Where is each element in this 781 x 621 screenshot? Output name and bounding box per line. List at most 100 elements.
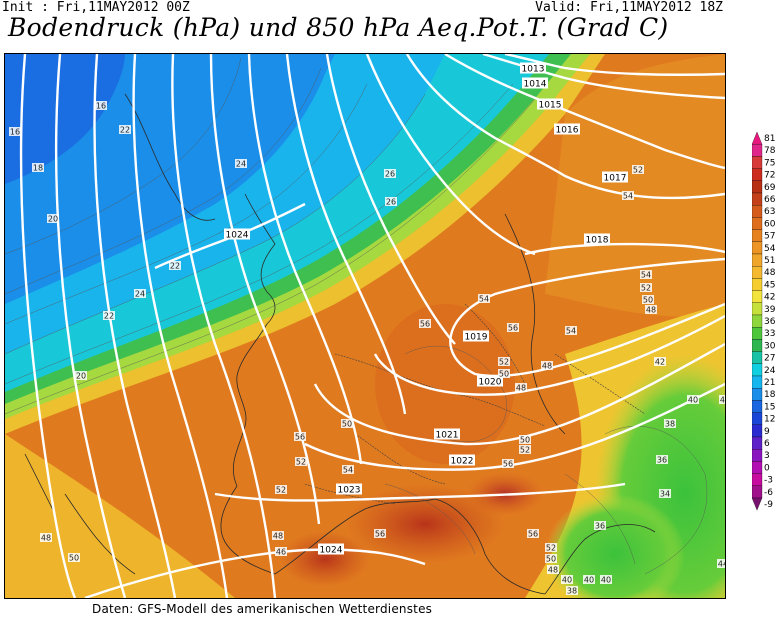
theta-value: 38: [567, 587, 577, 596]
legend-value: -3: [764, 476, 773, 486]
theta-label: 48: [541, 361, 553, 371]
field-green-southeast: [545, 494, 685, 598]
isobar-label: 1018: [584, 233, 610, 246]
theta-label: 16: [95, 101, 107, 111]
theta-value: 18: [33, 164, 43, 173]
legend-value: 72: [764, 171, 775, 181]
theta-label: 52: [545, 543, 557, 553]
isobar-value: 1018: [586, 236, 609, 246]
legend-value: 21: [764, 378, 775, 388]
theta-label: 50: [341, 419, 353, 429]
theta-value: 40: [562, 576, 572, 585]
theta-value: 52: [546, 544, 556, 553]
theta-label: 38: [566, 586, 578, 596]
isobar-value: 1024: [320, 546, 343, 556]
theta-value: 50: [546, 555, 556, 564]
theta-label: 22: [169, 261, 181, 271]
theta-label: 18: [32, 163, 44, 173]
theta-label: 22: [119, 125, 131, 135]
theta-value: 44: [720, 396, 725, 405]
legend-swatch: [752, 229, 763, 242]
theta-label: 54: [342, 465, 354, 475]
legend-value: 48: [764, 268, 776, 278]
theta-value: 52: [296, 458, 306, 467]
theta-label: 26: [385, 197, 397, 207]
theta-value: 26: [385, 170, 395, 179]
theta-label: 52: [640, 283, 652, 293]
legend-swatch: [752, 131, 763, 145]
legend-swatch: [752, 473, 763, 486]
legend-value: 0: [764, 463, 770, 473]
theta-label: 50: [68, 553, 80, 563]
theta-value: 50: [499, 370, 509, 379]
theta-label: 34: [659, 489, 671, 499]
theta-label: 50: [642, 295, 654, 305]
theta-label: 48: [272, 531, 284, 541]
isobar-label: 1017: [602, 171, 628, 184]
legend-swatch: [752, 168, 763, 181]
isobar-label: 1024: [318, 543, 344, 556]
isobar-label: 1015: [537, 98, 563, 111]
legend-value: 42: [764, 293, 775, 303]
theta-label: 44: [719, 395, 725, 405]
legend-swatch: [752, 253, 763, 267]
legend-value: 54: [764, 244, 776, 254]
legend-value: 69: [764, 183, 776, 193]
legend-value: 30: [764, 341, 776, 351]
legend-swatch: [752, 241, 763, 255]
legend-swatch: [752, 485, 763, 499]
isobar-label: 1021: [434, 428, 460, 441]
isobar-value: 1019: [465, 333, 488, 343]
theta-label: 52: [275, 485, 287, 495]
theta-value: 56: [528, 530, 538, 539]
legend-swatch: [752, 205, 763, 218]
theta-value: 56: [508, 324, 518, 333]
theta-label: 40: [687, 395, 699, 405]
theta-value: 56: [375, 530, 385, 539]
legend-swatch: [752, 156, 763, 169]
theta-label: 54: [622, 191, 634, 201]
legend-swatch: [752, 339, 763, 352]
theta-value: 24: [236, 160, 246, 169]
legend-swatch: [752, 327, 763, 340]
theta-value: 20: [76, 372, 86, 381]
legend-value: -9: [764, 500, 773, 510]
theta-value: 54: [641, 271, 651, 280]
theta-value: 48: [542, 362, 552, 371]
theta-label: 52: [519, 445, 531, 455]
theta-value: 38: [665, 420, 675, 429]
isobar-label: 1022: [449, 454, 475, 467]
data-source-footer: Daten: GFS-Modell des amerikanischen Wet…: [92, 602, 433, 616]
theta-label: 48: [515, 383, 527, 393]
legend-swatch: [752, 375, 763, 389]
legend-value: 78: [764, 146, 776, 156]
theta-value: 52: [633, 166, 643, 175]
theta-label: 50: [498, 369, 510, 379]
legend-value: 18: [764, 390, 776, 400]
theta-value: 56: [503, 460, 513, 469]
isobar-value: 1014: [524, 80, 547, 90]
theta-value: 52: [499, 358, 509, 367]
theta-value: 50: [520, 436, 530, 445]
theta-value: 24: [135, 290, 145, 299]
isobar-label: 1024: [224, 228, 250, 241]
theta-value: 40: [601, 576, 611, 585]
isobar-value: 1024: [226, 231, 249, 241]
theta-label: 48: [40, 533, 52, 543]
isobar-value: 1017: [604, 174, 627, 184]
legend-swatch: [752, 388, 763, 401]
legend-value: 6: [764, 439, 770, 449]
theta-label: 36: [656, 455, 668, 465]
legend-value: 36: [764, 317, 776, 327]
theta-label: 26: [384, 169, 396, 179]
legend-swatch: [752, 363, 763, 377]
legend-value: 39: [764, 305, 776, 315]
theta-label: 56: [374, 529, 386, 539]
legend-swatch: [752, 461, 763, 474]
theta-label: 48: [547, 565, 559, 575]
theta-label: 44: [717, 559, 725, 569]
isobar-value: 1020: [479, 378, 502, 388]
legend-swatch: [752, 180, 763, 194]
theta-value: 16: [10, 128, 20, 137]
legend-swatch: [752, 192, 763, 206]
